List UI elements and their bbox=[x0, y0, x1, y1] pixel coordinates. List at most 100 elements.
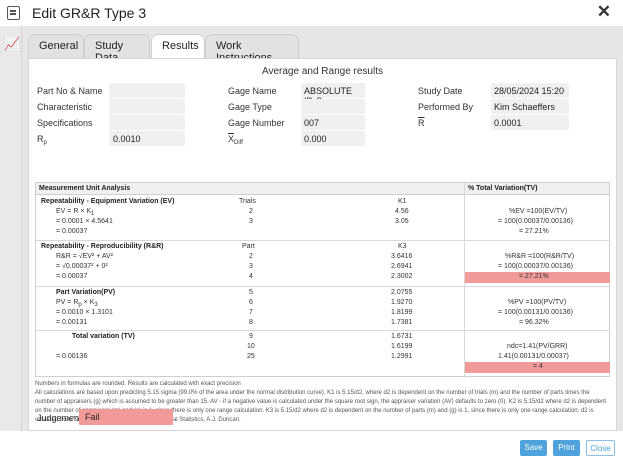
tv-title: Total variation (TV) bbox=[72, 333, 135, 340]
measurement-unit-analysis-table: Measurement Unit Analysis % Total Variat… bbox=[35, 182, 610, 378]
pct-rr-formula: %R&R =100(R&R/TV) bbox=[505, 253, 575, 260]
rbar-value: 0.0001 bbox=[494, 118, 522, 128]
chart-icon[interactable]: 📈 bbox=[4, 36, 21, 51]
ndc-formula: ndc=1.41(PV/GRR) bbox=[507, 343, 568, 350]
xdiff-value: 0.000 bbox=[304, 134, 327, 144]
pct-rr-substituted: = 100(0.00037/0.00136) bbox=[498, 263, 573, 270]
characteristic-field[interactable] bbox=[109, 99, 185, 114]
close-icon[interactable]: ✕ bbox=[596, 2, 611, 21]
pct-ev-result: = 27.21% bbox=[519, 228, 549, 235]
mua-header bbox=[36, 183, 609, 195]
save-button[interactable]: Save bbox=[520, 440, 547, 456]
table-cell: 9 bbox=[249, 333, 253, 340]
table-cell: 1.2991 bbox=[391, 353, 413, 360]
pct-pv-formula: %PV =100(PV/TV) bbox=[508, 299, 567, 306]
tab-study-data[interactable]: Study Data bbox=[84, 34, 150, 64]
rbar-field: 0.0001 bbox=[491, 115, 569, 130]
tab-general[interactable]: General bbox=[28, 34, 84, 58]
ev-formula-substituted: = 0.0001 × 4.5641 bbox=[56, 218, 113, 225]
gage-number-value: 007 bbox=[304, 118, 320, 128]
tv-result: = 0.00136 bbox=[56, 353, 88, 360]
table-cell: 4 bbox=[249, 273, 253, 280]
specifications-field[interactable] bbox=[109, 115, 185, 130]
row-divider bbox=[36, 240, 609, 241]
button-bar: Save Print Close bbox=[0, 431, 623, 459]
window-title: Edit GR&R Type 3 bbox=[32, 5, 147, 21]
window-header: Edit GR&R Type 3 ✕ bbox=[0, 0, 623, 26]
table-cell: 1.6199 bbox=[391, 343, 413, 350]
part-no-field[interactable] bbox=[109, 83, 185, 98]
part-no-label: Part No & Name bbox=[37, 86, 103, 96]
ndc-fail-highlight bbox=[465, 362, 610, 373]
ev-title: Repeatability - Equipment Variation (EV) bbox=[41, 198, 175, 205]
table-cell: 3 bbox=[249, 218, 253, 225]
pct-ev-substituted: = 100(0.00037/0.00136) bbox=[498, 218, 573, 225]
study-date-value: 28/05/2024 15:20 bbox=[494, 86, 565, 96]
table-cell: 3.05 bbox=[395, 218, 409, 225]
table-cell: 1.8199 bbox=[391, 309, 413, 316]
pv-formula: PV = Rp × K3 bbox=[56, 299, 98, 308]
table-cell: 10 bbox=[247, 343, 255, 350]
print-button[interactable]: Print bbox=[553, 440, 580, 456]
pct-ev-formula: %EV =100(EV/TV) bbox=[509, 208, 568, 215]
row-divider bbox=[36, 286, 609, 287]
row-divider bbox=[36, 330, 609, 331]
pct-rr-result: = 27.21% bbox=[519, 273, 549, 280]
table-cell: 1.7381 bbox=[391, 319, 413, 326]
table-cell: 5 bbox=[249, 289, 253, 296]
col-divider bbox=[464, 183, 465, 378]
rr-fail-highlight bbox=[465, 272, 610, 283]
tab-work-instructions[interactable]: Work Instructions bbox=[205, 34, 299, 64]
gage-number-label: Gage Number bbox=[228, 118, 285, 128]
performed-by-field: Kim Schaeffers bbox=[491, 99, 569, 114]
ndc-substituted: 1.41(0.00131/0.00037) bbox=[498, 353, 569, 360]
gage-number-field: 007 bbox=[301, 115, 365, 130]
ndc-result: = 4 bbox=[533, 363, 543, 370]
ev-result: = 0.00037 bbox=[56, 228, 88, 235]
k3-label: K3 bbox=[398, 243, 407, 250]
gage-type-label: Gage Type bbox=[228, 102, 272, 112]
gage-name-field: ABSOLUTE ID-S bbox=[301, 83, 365, 106]
table-cell: 1.9270 bbox=[391, 299, 413, 306]
pct-tv-title: % Total Variation(TV) bbox=[468, 185, 538, 192]
ev-formula: EV = R × K1 bbox=[56, 208, 95, 217]
dialog-body: 📈 General Study Data Results Work Instru… bbox=[0, 26, 623, 431]
table-cell: 2 bbox=[249, 253, 253, 260]
characteristic-label: Characteristic bbox=[37, 102, 93, 112]
performed-by-label: Performed By bbox=[418, 102, 474, 112]
table-cell: 3.6416 bbox=[391, 253, 413, 260]
k1-label: K1 bbox=[398, 198, 407, 205]
table-cell: 6 bbox=[249, 299, 253, 306]
side-rail: 📈 bbox=[0, 26, 22, 431]
rr-formula-substituted: = √0.00037² + 0² bbox=[56, 263, 108, 270]
pv-formula-substituted: = 0.0010 × 1.3101 bbox=[56, 309, 113, 316]
table-cell: 2.6941 bbox=[391, 263, 413, 270]
study-date-field: 28/05/2024 15:20 bbox=[491, 83, 569, 98]
rp-field: 0.0010 bbox=[109, 131, 185, 146]
rbar-label: R bbox=[418, 118, 425, 128]
performed-by-value: Kim Schaeffers bbox=[494, 102, 555, 112]
table-cell: 1.6731 bbox=[391, 333, 413, 340]
table-cell: 2 bbox=[249, 208, 253, 215]
precision-note: Numbers in formulas are rounded. Results… bbox=[35, 381, 241, 387]
results-panel: Average and Range results Part No & Name… bbox=[28, 58, 617, 431]
rr-title: Repeatability - Reproducibility (R&R) bbox=[41, 243, 164, 250]
part-label: Part bbox=[242, 243, 255, 250]
results-title: Average and Range results bbox=[261, 66, 383, 77]
pct-pv-substituted: = 100(0.00131/0.00136) bbox=[498, 309, 573, 316]
rr-formula: R&R = √EV² + AV² bbox=[56, 253, 114, 260]
window-icon bbox=[7, 6, 20, 20]
trials-label: Trials bbox=[239, 198, 256, 205]
rp-label: Rp bbox=[37, 134, 47, 146]
pv-title: Part Variation(PV) bbox=[56, 289, 116, 296]
table-cell: 4.56 bbox=[395, 208, 409, 215]
close-button[interactable]: Close bbox=[586, 440, 615, 456]
table-cell: 3 bbox=[249, 263, 253, 270]
study-date-label: Study Date bbox=[418, 86, 463, 96]
mua-title: Measurement Unit Analysis bbox=[39, 185, 131, 192]
gage-type-field[interactable] bbox=[301, 99, 365, 114]
pv-result: = 0.00131 bbox=[56, 319, 88, 326]
table-cell: 2.0755 bbox=[391, 289, 413, 296]
tab-results[interactable]: Results bbox=[151, 34, 205, 59]
judgement-label: Judgement bbox=[37, 413, 82, 423]
